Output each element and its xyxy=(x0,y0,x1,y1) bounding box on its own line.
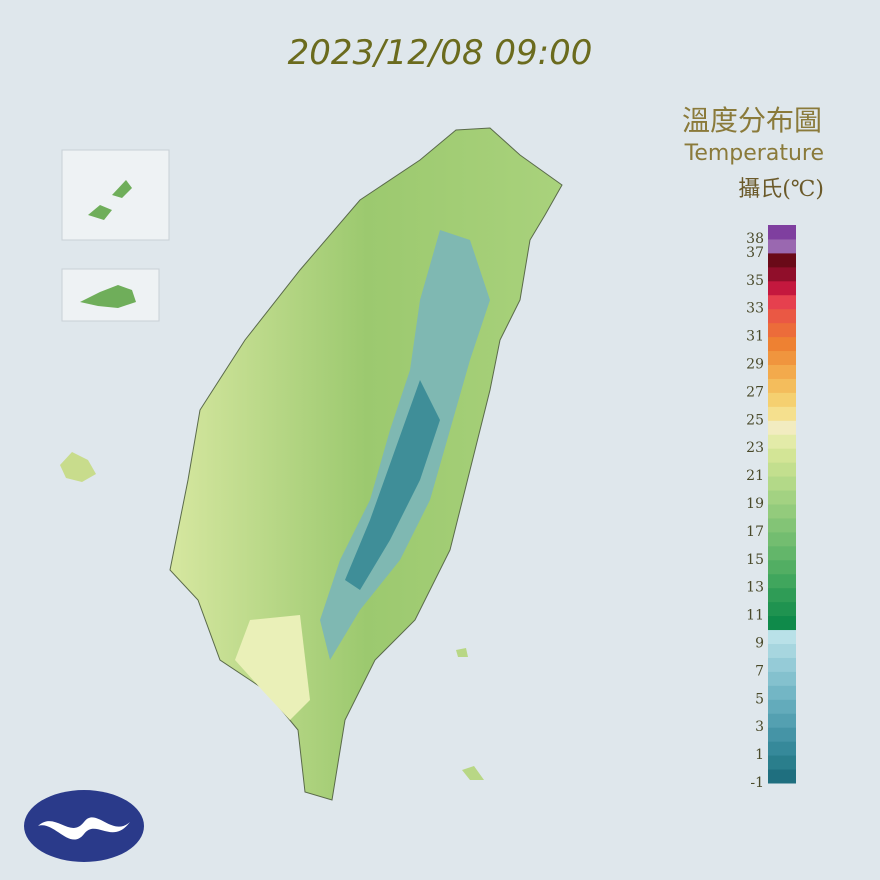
color-band xyxy=(768,741,796,756)
legend-tick-label: 29 xyxy=(746,357,764,373)
legend-tick-label: 19 xyxy=(746,496,764,512)
color-band xyxy=(768,769,796,784)
legend-tick-label: 7 xyxy=(755,663,764,679)
color-band xyxy=(768,587,796,603)
color-band xyxy=(768,671,796,686)
legend-tick-label: 13 xyxy=(746,580,764,596)
legend-tick-label: 3 xyxy=(755,719,764,735)
color-band xyxy=(768,336,796,352)
taiwan xyxy=(169,127,563,801)
legend-tick-label: 27 xyxy=(746,384,764,400)
color-band xyxy=(768,727,796,742)
color-band xyxy=(768,643,796,658)
inset-islands xyxy=(60,149,484,780)
unit: 攝氏(℃) xyxy=(738,177,824,202)
legend-tick-label: 37 xyxy=(746,245,764,261)
legend-tick-label: 23 xyxy=(746,440,764,456)
color-band xyxy=(768,308,796,324)
subtitle: Temperature xyxy=(684,141,824,166)
color-band xyxy=(768,685,796,700)
color-band xyxy=(768,252,796,268)
color-band xyxy=(768,517,796,533)
legend-tick-label: 31 xyxy=(746,329,764,345)
legend-tick-label: -1 xyxy=(750,775,764,791)
legend-tick-label: 38 xyxy=(746,231,764,247)
color-band xyxy=(768,755,796,770)
legend-tick-label: 25 xyxy=(746,412,764,428)
color-band xyxy=(768,266,796,282)
color-band xyxy=(768,657,796,672)
color-band xyxy=(768,350,796,365)
legend-tick-label: 15 xyxy=(746,552,764,568)
title: 溫度分布圖 xyxy=(682,104,822,137)
color-band xyxy=(768,615,796,631)
color-band xyxy=(768,559,796,575)
color-band xyxy=(768,490,796,505)
color-band xyxy=(768,504,796,519)
color-band xyxy=(768,280,796,296)
legend-tick-label: 17 xyxy=(746,524,764,540)
color-band xyxy=(768,378,796,393)
color-band xyxy=(768,531,796,547)
color-band xyxy=(768,238,796,254)
color-band xyxy=(768,699,796,714)
color-band xyxy=(768,420,796,435)
color-band xyxy=(768,392,796,407)
color-band xyxy=(768,225,796,240)
legend-tick-label: 33 xyxy=(746,301,764,317)
legend-tick-label: 5 xyxy=(755,691,764,707)
legend-tick-label: 35 xyxy=(746,273,764,289)
color-band xyxy=(768,294,796,310)
color-band xyxy=(768,448,796,463)
color-band xyxy=(768,322,796,338)
color-band xyxy=(768,601,796,617)
legend-tick-label: 11 xyxy=(746,608,764,624)
color-band xyxy=(768,573,796,589)
color-band xyxy=(768,713,796,728)
legend-tick-label: 1 xyxy=(755,747,764,763)
color-band xyxy=(768,629,796,644)
timestamp: 2023/12/08 09:00 xyxy=(288,33,593,73)
color-band xyxy=(768,545,796,561)
color-band xyxy=(768,434,796,449)
color-band xyxy=(768,364,796,379)
color-band xyxy=(768,462,796,477)
logo xyxy=(24,790,144,862)
legend-tick-label: 21 xyxy=(746,468,764,484)
color-band xyxy=(768,406,796,421)
legend-tick-label: 9 xyxy=(755,636,764,652)
color-band xyxy=(768,476,796,491)
